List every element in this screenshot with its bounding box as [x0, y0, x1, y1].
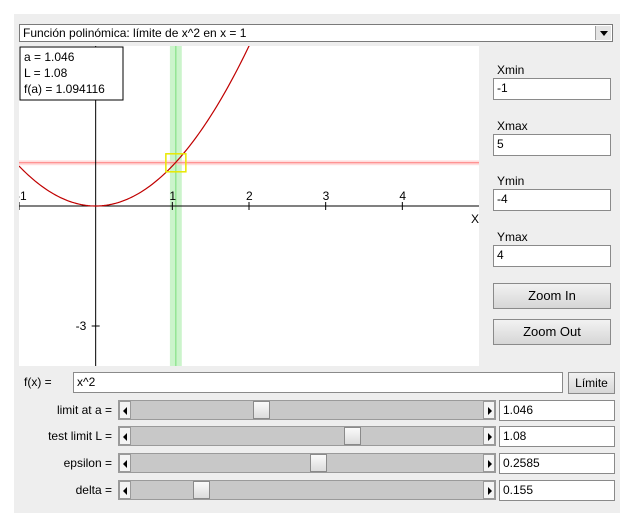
arrow-right-icon[interactable] [483, 401, 495, 419]
arrow-left-icon[interactable] [119, 454, 131, 472]
xmax-input[interactable]: 5 [493, 134, 611, 156]
x-tick-label: 4 [399, 189, 406, 203]
function-selector-value: Función polinómica: límite de x^2 en x =… [23, 26, 247, 40]
x-tick-label: -1 [19, 189, 27, 203]
slider-label: limit at a = [56, 403, 112, 417]
arrow-right-icon[interactable] [483, 481, 495, 499]
limit-button[interactable]: Límite [568, 372, 615, 394]
ymin-input[interactable]: -4 [493, 189, 611, 211]
arrow-right-icon[interactable] [483, 454, 495, 472]
slider-track[interactable] [118, 400, 496, 420]
info-box: a = 1.046 L = 1.08 f(a) = 1.094116 [19, 46, 124, 101]
slider-value-field[interactable]: 0.2585 [499, 453, 615, 474]
slider-thumb[interactable] [310, 454, 327, 472]
xmin-input[interactable]: -1 [493, 78, 611, 100]
function-label: f(x) = [24, 375, 52, 389]
slider-thumb[interactable] [344, 427, 361, 445]
graph-canvas[interactable]: -1 1 2 3 4 X -3 a = 1.046 L = 1.08 f(a) = 1.09… [19, 46, 479, 366]
arrow-left-icon[interactable] [119, 401, 131, 419]
ymax-label: Ymax [497, 230, 528, 244]
info-a: a = 1.046 [24, 50, 75, 64]
x-tick-label: 3 [323, 189, 330, 203]
slider-label: test limit L = [48, 429, 112, 443]
slider-track[interactable] [118, 453, 496, 473]
x-tick-label: 2 [246, 189, 253, 203]
function-selector[interactable]: Función polinómica: límite de x^2 en x =… [19, 24, 613, 42]
slider-value-field[interactable]: 1.046 [499, 400, 615, 421]
slider-value-field[interactable]: 0.155 [499, 480, 615, 501]
zoom-in-button[interactable]: Zoom In [493, 283, 611, 309]
info-fa: f(a) = 1.094116 [24, 82, 105, 96]
x-axis-label: X [471, 212, 479, 226]
arrow-left-icon[interactable] [119, 481, 131, 499]
ymin-label: Ymin [497, 174, 525, 188]
info-L: L = 1.08 [24, 66, 68, 80]
slider-thumb[interactable] [253, 401, 270, 419]
slider-label: delta = [75, 483, 112, 497]
info-box-frame [19, 46, 124, 101]
xmin-label: Xmin [497, 63, 525, 77]
slider-label: epsilon = [63, 456, 112, 470]
slider-thumb[interactable] [193, 481, 210, 499]
x-tick-label: 1 [169, 189, 176, 203]
delta-epsilon-box [165, 153, 187, 173]
slider-track[interactable] [118, 426, 496, 446]
chevron-down-icon[interactable] [595, 26, 611, 40]
slider-track[interactable] [118, 480, 496, 500]
arrow-left-icon[interactable] [119, 427, 131, 445]
function-curve [19, 46, 250, 207]
slider-value-field[interactable]: 1.08 [499, 426, 615, 447]
arrow-right-icon[interactable] [483, 427, 495, 445]
function-input[interactable]: x^2 [73, 372, 563, 393]
y-tick-label: -3 [76, 319, 87, 333]
zoom-out-button[interactable]: Zoom Out [493, 319, 611, 345]
ymax-input[interactable]: 4 [493, 245, 611, 267]
xmax-label: Xmax [497, 119, 528, 133]
